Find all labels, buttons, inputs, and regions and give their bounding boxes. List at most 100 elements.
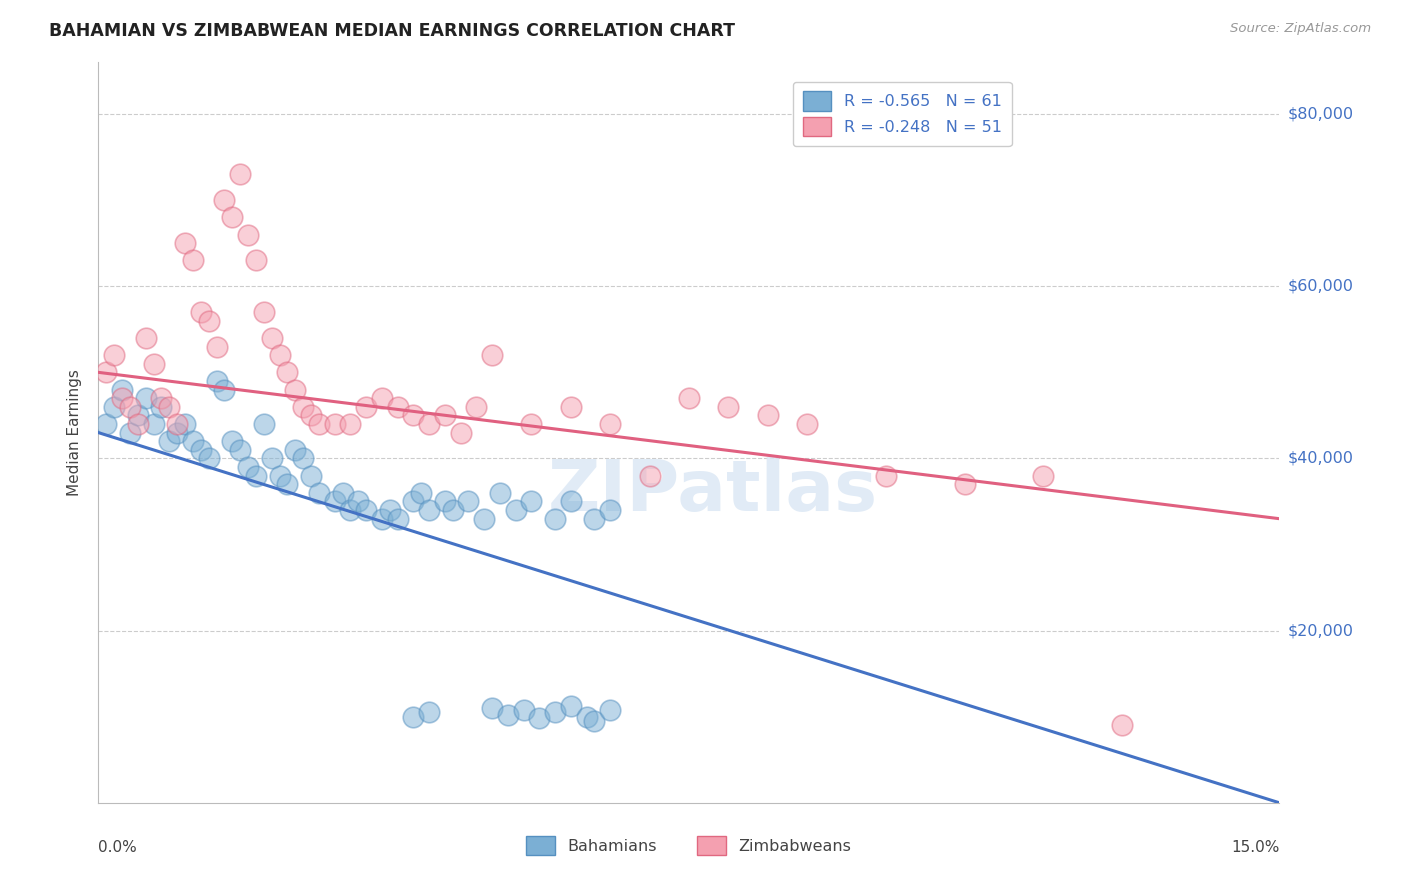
Point — [269, 348, 291, 362]
Point — [236, 227, 259, 242]
Point — [796, 417, 818, 431]
Point — [354, 400, 377, 414]
Point — [575, 709, 598, 723]
Point — [472, 512, 495, 526]
Point — [174, 417, 197, 431]
Y-axis label: Median Earnings: Median Earnings — [67, 369, 83, 496]
Point — [756, 409, 779, 423]
Point — [299, 409, 322, 423]
Point — [520, 494, 543, 508]
Point — [142, 417, 165, 431]
Point — [260, 331, 283, 345]
Point — [150, 400, 173, 414]
Point — [465, 400, 488, 414]
Text: $60,000: $60,000 — [1288, 279, 1354, 293]
Point — [418, 503, 440, 517]
Point — [269, 468, 291, 483]
Point — [411, 486, 433, 500]
Point — [505, 503, 527, 517]
Point — [489, 486, 512, 500]
Point — [221, 211, 243, 225]
Point — [276, 477, 298, 491]
Point — [457, 494, 479, 508]
Point — [197, 451, 219, 466]
Point — [229, 167, 252, 181]
Text: 0.0%: 0.0% — [98, 840, 138, 855]
Point — [221, 434, 243, 449]
Point — [599, 417, 621, 431]
Point — [323, 417, 346, 431]
Point — [292, 400, 315, 414]
Point — [205, 374, 228, 388]
Point — [347, 494, 370, 508]
Point — [599, 503, 621, 517]
Point — [1111, 718, 1133, 732]
Point — [236, 460, 259, 475]
Point — [96, 417, 118, 431]
Point — [292, 451, 315, 466]
Point — [245, 468, 267, 483]
Point — [157, 434, 180, 449]
Point — [118, 400, 141, 414]
Point — [111, 391, 134, 405]
Text: ZIPatlas: ZIPatlas — [547, 458, 877, 526]
Point — [197, 314, 219, 328]
Point — [190, 442, 212, 457]
Point — [402, 494, 425, 508]
Point — [308, 417, 330, 431]
Point — [1032, 468, 1054, 483]
Point — [678, 391, 700, 405]
Point — [135, 331, 157, 345]
Point — [599, 703, 621, 717]
Point — [181, 253, 204, 268]
Point — [214, 383, 236, 397]
Point — [127, 417, 149, 431]
Point — [638, 468, 661, 483]
Point — [402, 409, 425, 423]
Point — [496, 708, 519, 723]
Point — [166, 425, 188, 440]
Point — [481, 701, 503, 715]
Point — [229, 442, 252, 457]
Point — [717, 400, 740, 414]
Point — [512, 703, 534, 717]
Point — [520, 417, 543, 431]
Point — [135, 391, 157, 405]
Point — [371, 391, 394, 405]
Point — [190, 305, 212, 319]
Point — [323, 494, 346, 508]
Point — [260, 451, 283, 466]
Point — [441, 503, 464, 517]
Point — [433, 494, 456, 508]
Point — [387, 400, 409, 414]
Point — [560, 699, 582, 714]
Point — [111, 383, 134, 397]
Text: $20,000: $20,000 — [1288, 624, 1354, 638]
Point — [953, 477, 976, 491]
Point — [118, 425, 141, 440]
Point — [157, 400, 180, 414]
Point — [433, 409, 456, 423]
Point — [284, 383, 307, 397]
Point — [371, 512, 394, 526]
Text: $80,000: $80,000 — [1288, 106, 1354, 121]
Point — [253, 305, 276, 319]
Point — [253, 417, 276, 431]
Point — [308, 486, 330, 500]
Point — [142, 357, 165, 371]
Text: BAHAMIAN VS ZIMBABWEAN MEDIAN EARNINGS CORRELATION CHART: BAHAMIAN VS ZIMBABWEAN MEDIAN EARNINGS C… — [49, 22, 735, 40]
Point — [181, 434, 204, 449]
Point — [418, 417, 440, 431]
Point — [150, 391, 173, 405]
Point — [418, 706, 440, 720]
Point — [529, 711, 551, 725]
Point — [245, 253, 267, 268]
Point — [332, 486, 354, 500]
Point — [560, 400, 582, 414]
Point — [544, 512, 567, 526]
Point — [481, 348, 503, 362]
Point — [205, 339, 228, 353]
Legend: Bahamians, Zimbabweans: Bahamians, Zimbabweans — [520, 830, 858, 862]
Point — [96, 365, 118, 379]
Point — [339, 503, 361, 517]
